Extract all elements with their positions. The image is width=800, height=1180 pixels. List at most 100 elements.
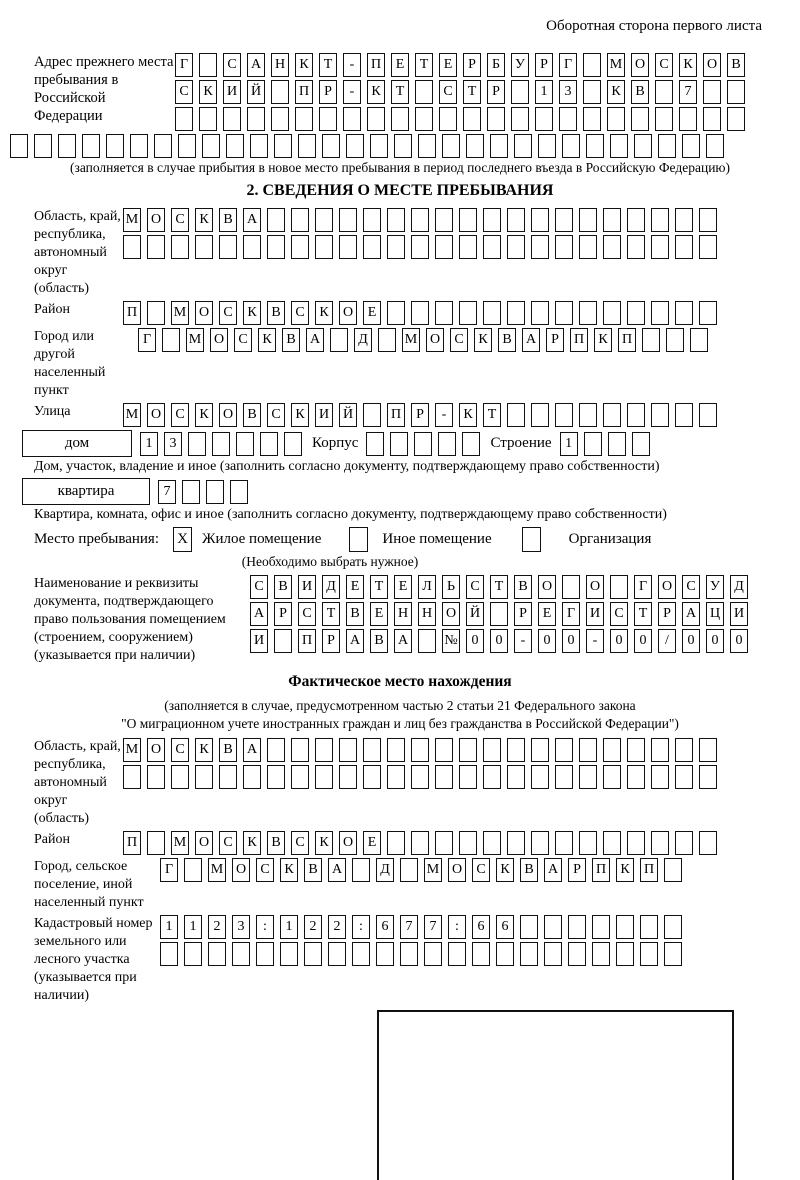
char-box[interactable] [562, 134, 580, 158]
char-box[interactable]: У [706, 575, 724, 599]
char-box[interactable]: Е [394, 575, 412, 599]
char-box[interactable]: В [370, 629, 388, 653]
char-box[interactable]: М [171, 831, 189, 855]
char-box[interactable] [250, 134, 268, 158]
char-box[interactable] [195, 235, 213, 259]
char-box[interactable]: А [328, 858, 346, 882]
char-box[interactable] [511, 107, 529, 131]
char-box[interactable] [346, 134, 364, 158]
stroenie-field[interactable]: 1 [559, 431, 656, 456]
char-box[interactable]: П [570, 328, 588, 352]
char-box[interactable]: Г [138, 328, 156, 352]
char-box[interactable] [391, 107, 409, 131]
char-box[interactable] [271, 80, 289, 104]
char-box[interactable] [507, 208, 525, 232]
char-box[interactable]: Р [514, 602, 532, 626]
char-box[interactable] [616, 915, 634, 939]
char-box[interactable] [699, 765, 717, 789]
char-box[interactable] [472, 942, 490, 966]
char-box[interactable]: 2 [328, 915, 346, 939]
char-box[interactable] [586, 134, 604, 158]
char-box[interactable] [555, 301, 573, 325]
char-box[interactable]: П [123, 831, 141, 855]
char-box[interactable]: В [274, 575, 292, 599]
char-box[interactable]: Г [559, 53, 577, 77]
char-box[interactable] [531, 235, 549, 259]
char-box[interactable]: 1 [559, 431, 578, 456]
char-box[interactable]: К [315, 301, 333, 325]
char-box[interactable] [490, 602, 508, 626]
char-box[interactable]: Р [322, 629, 340, 653]
char-box[interactable]: И [586, 602, 604, 626]
char-box[interactable] [507, 765, 525, 789]
char-box[interactable]: 0 [538, 629, 556, 653]
char-box[interactable] [531, 765, 549, 789]
char-box[interactable] [390, 431, 409, 456]
char-box[interactable]: 1 [184, 915, 202, 939]
char-box[interactable] [664, 915, 682, 939]
char-box[interactable] [627, 831, 645, 855]
char-box[interactable] [315, 738, 333, 762]
char-box[interactable]: А [247, 53, 265, 77]
char-box[interactable] [631, 107, 649, 131]
char-box[interactable]: А [394, 629, 412, 653]
char-box[interactable]: К [496, 858, 514, 882]
char-box[interactable] [483, 738, 501, 762]
char-box[interactable] [315, 235, 333, 259]
char-box[interactable]: / [658, 629, 676, 653]
char-box[interactable]: 6 [496, 915, 514, 939]
char-box[interactable]: П [123, 301, 141, 325]
char-box[interactable]: Т [322, 602, 340, 626]
char-box[interactable] [367, 107, 385, 131]
char-box[interactable] [459, 301, 477, 325]
char-box[interactable] [123, 765, 141, 789]
char-box[interactable]: С [466, 575, 484, 599]
char-box[interactable] [651, 831, 669, 855]
char-box[interactable] [339, 765, 357, 789]
char-box[interactable] [199, 107, 217, 131]
char-box[interactable]: К [367, 80, 385, 104]
char-box[interactable]: 3 [559, 80, 577, 104]
char-box[interactable]: 7 [400, 915, 418, 939]
char-box[interactable] [651, 301, 669, 325]
char-box[interactable]: В [304, 858, 322, 882]
char-box[interactable]: 7 [679, 80, 697, 104]
char-box[interactable] [579, 738, 597, 762]
char-box[interactable]: О [339, 301, 357, 325]
char-box[interactable]: И [223, 80, 241, 104]
checkbox-inoe-pomeshchenie[interactable] [349, 527, 369, 552]
char-box[interactable]: А [522, 328, 540, 352]
char-box[interactable] [387, 738, 405, 762]
char-box[interactable] [592, 915, 610, 939]
checkbox-zhiloe-pomeshchenie[interactable]: X [173, 527, 192, 552]
char-box[interactable]: Е [391, 53, 409, 77]
char-box[interactable]: В [219, 208, 237, 232]
char-box[interactable] [339, 208, 357, 232]
char-box[interactable] [583, 53, 601, 77]
char-box[interactable]: Й [339, 403, 357, 427]
char-box[interactable] [579, 208, 597, 232]
char-box[interactable] [184, 942, 202, 966]
char-box[interactable] [627, 301, 645, 325]
char-box[interactable] [418, 629, 436, 653]
char-box[interactable] [703, 80, 721, 104]
char-box[interactable]: С [175, 80, 193, 104]
char-box[interactable]: : [352, 915, 370, 939]
char-box[interactable]: 1 [140, 431, 158, 456]
char-box[interactable]: С [291, 301, 309, 325]
char-box[interactable] [106, 134, 124, 158]
char-box[interactable]: К [195, 403, 213, 427]
char-box[interactable]: Г [562, 602, 580, 626]
char-box[interactable]: Т [490, 575, 508, 599]
char-box[interactable] [304, 942, 322, 966]
char-box[interactable] [188, 431, 206, 456]
char-box[interactable]: В [282, 328, 300, 352]
char-box[interactable] [679, 107, 697, 131]
char-box[interactable] [616, 942, 634, 966]
char-box[interactable] [531, 403, 549, 427]
char-box[interactable] [123, 235, 141, 259]
char-box[interactable]: О [658, 575, 676, 599]
char-box[interactable]: И [298, 575, 316, 599]
